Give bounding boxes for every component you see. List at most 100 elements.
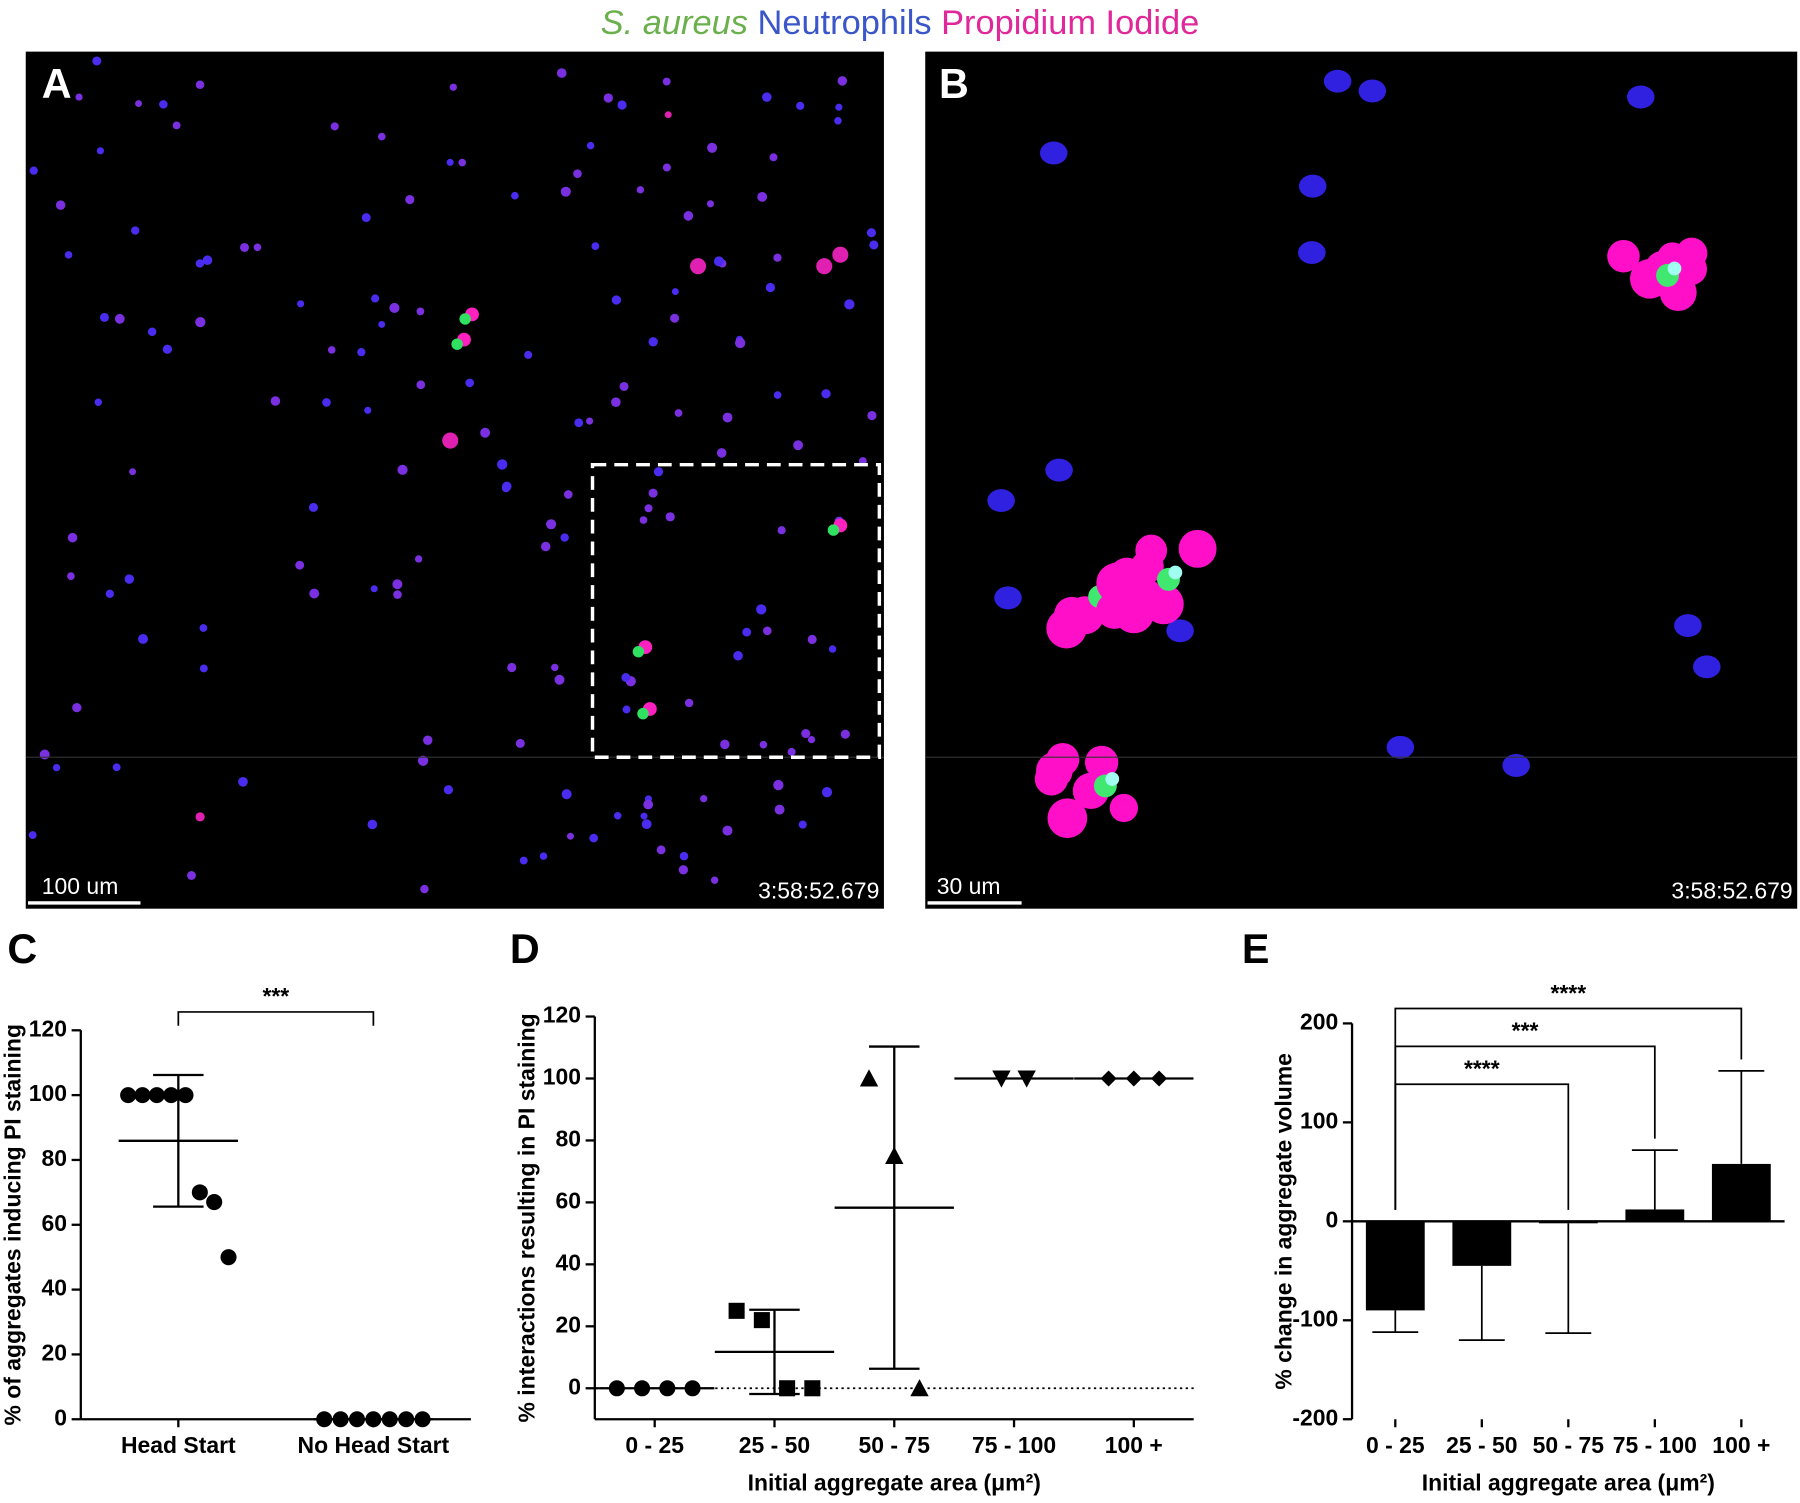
cell — [762, 92, 772, 102]
x-tick-label: 50 - 75 — [859, 1432, 931, 1458]
cell — [821, 787, 833, 798]
x-tick-label: 25 - 50 — [1446, 1432, 1517, 1458]
dead-cell — [690, 258, 707, 275]
y-tick-label: 0 — [568, 1373, 581, 1399]
dead-cell — [1084, 745, 1119, 780]
x-tick-label: 25 - 50 — [739, 1432, 810, 1458]
dead-cell — [1130, 550, 1164, 584]
cell — [238, 776, 248, 787]
cell — [417, 755, 429, 766]
x-tick-label: 0 - 25 — [625, 1432, 684, 1458]
cell — [556, 68, 567, 78]
cell — [574, 418, 584, 428]
significance-bracket — [1394, 1045, 1656, 1210]
cell — [423, 735, 433, 745]
point — [728, 1302, 745, 1319]
cell — [124, 574, 135, 584]
cell — [644, 504, 653, 513]
cell — [202, 255, 213, 266]
cell — [639, 516, 648, 524]
point — [206, 1194, 223, 1211]
cell — [722, 412, 733, 423]
cell — [187, 871, 196, 880]
point — [134, 1087, 151, 1104]
cell — [195, 80, 205, 89]
cell — [591, 242, 600, 251]
cell — [840, 729, 850, 739]
cell — [52, 763, 61, 772]
cell — [648, 337, 658, 347]
dead-cell — [1132, 578, 1162, 608]
cell — [611, 397, 621, 407]
cell — [735, 337, 746, 349]
cell — [405, 194, 415, 205]
cell — [195, 317, 206, 328]
y-axis-title: % of aggregates inducing PI staining — [0, 1024, 25, 1425]
cell — [389, 302, 400, 314]
significance-bracket — [177, 1011, 375, 1026]
cell — [733, 650, 743, 661]
y-tick-label: 0 — [54, 1404, 67, 1430]
x-tick-label: 100 + — [1105, 1432, 1163, 1458]
cell — [742, 627, 752, 637]
cell — [662, 163, 671, 172]
cell — [458, 158, 467, 167]
cell — [573, 169, 582, 178]
significance-bracket — [1394, 1083, 1570, 1210]
cell — [416, 307, 425, 316]
cell — [866, 228, 876, 238]
cell — [112, 763, 121, 772]
x-axis-title: Initial aggregate area (μm²) — [1422, 1470, 1715, 1496]
cell — [39, 749, 50, 760]
cell — [678, 865, 689, 875]
bacteria — [1667, 261, 1682, 276]
cell — [239, 242, 250, 253]
x-axis-title: Initial aggregate area (μm²) — [748, 1470, 1041, 1496]
cell — [392, 579, 403, 590]
cell — [524, 350, 533, 359]
cell — [796, 101, 805, 110]
cell — [162, 344, 173, 354]
panel-label: A — [42, 61, 72, 107]
cell — [757, 191, 768, 202]
cell — [449, 83, 457, 91]
cell — [297, 300, 305, 308]
cell — [540, 541, 551, 552]
legend-entry: Propidium Iodide — [941, 4, 1199, 42]
cell — [129, 468, 137, 476]
panel-label: D — [510, 926, 540, 972]
cell — [64, 251, 73, 259]
dead-cell — [1036, 752, 1073, 789]
y-tick-label: 200 — [1300, 1008, 1338, 1034]
y-tick-label: 100 — [29, 1080, 67, 1106]
cell — [586, 141, 595, 150]
cell — [1298, 174, 1327, 198]
cell — [1298, 241, 1326, 265]
cell — [364, 406, 372, 414]
cell — [546, 519, 557, 530]
point — [220, 1249, 237, 1266]
cell — [641, 819, 652, 830]
cell — [309, 588, 320, 599]
cell — [560, 186, 571, 197]
cell — [1674, 614, 1702, 638]
cell — [656, 845, 666, 855]
cell — [640, 812, 648, 820]
bar — [1538, 1221, 1598, 1224]
cell — [378, 321, 386, 328]
cell — [554, 674, 565, 685]
y-tick-label: 0 — [1326, 1206, 1339, 1232]
cell — [147, 327, 157, 337]
cell — [1039, 141, 1068, 165]
cell — [563, 490, 573, 499]
bacteria — [459, 313, 471, 325]
cell — [497, 459, 508, 470]
cell — [67, 572, 75, 580]
cell — [787, 747, 796, 756]
cell — [465, 378, 475, 388]
dead-cell — [1607, 239, 1640, 273]
point — [779, 1380, 796, 1397]
cell — [622, 705, 631, 714]
dead-cell — [832, 246, 849, 263]
